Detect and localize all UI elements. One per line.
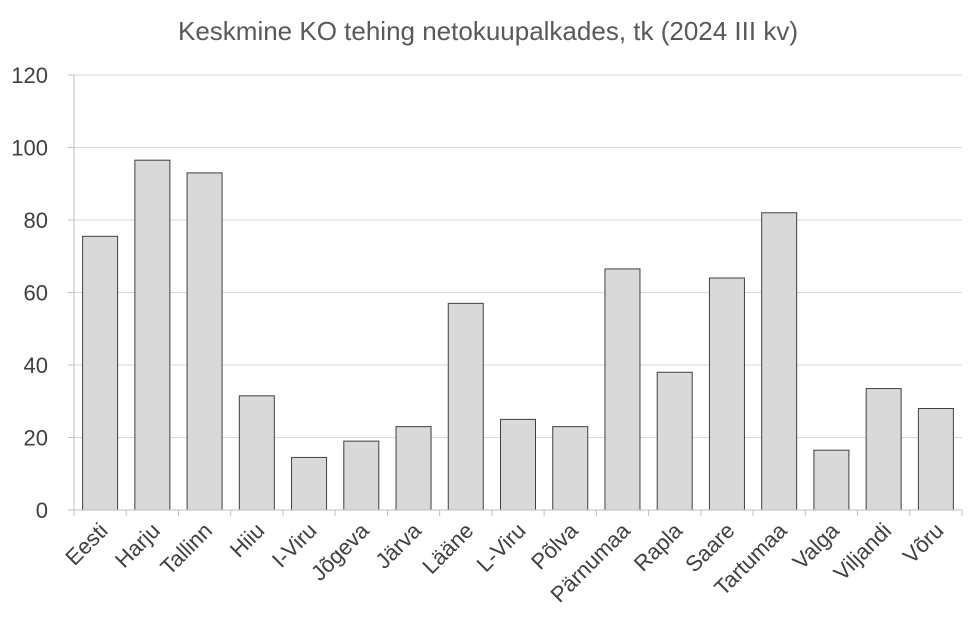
- x-tick-label: Järva: [370, 517, 426, 573]
- bar-eesti: [82, 235, 119, 511]
- y-tick-label: 60: [24, 281, 48, 306]
- bar-hiiu: [238, 395, 275, 511]
- bar-järva: [395, 426, 432, 511]
- x-tick-label: Võru: [898, 518, 949, 569]
- bar-põlva: [552, 426, 589, 511]
- bar-lääne: [447, 302, 484, 511]
- bar-l-viru: [500, 418, 536, 511]
- bars: [82, 159, 954, 511]
- x-tick-label: Viljandi: [829, 518, 897, 586]
- x-tick-label: Hiiu: [225, 518, 269, 562]
- bar-võru: [917, 408, 954, 511]
- y-tick-label: 0: [36, 498, 48, 523]
- bar-rapla: [656, 371, 693, 511]
- y-tick-label: 120: [11, 63, 48, 88]
- x-tick-label: Tallinn: [155, 518, 217, 580]
- x-tick-label: Eesti: [60, 518, 112, 570]
- bar-viljandi: [865, 388, 902, 511]
- y-tick-label: 80: [24, 208, 48, 233]
- bar-saare: [708, 277, 745, 511]
- y-tick-label: 20: [24, 426, 48, 451]
- bar-jõgeva: [343, 440, 380, 511]
- bar-harju: [134, 159, 171, 511]
- bar-i-viru: [291, 456, 328, 511]
- axes: [68, 74, 963, 516]
- x-tick-label: Jõgeva: [306, 517, 374, 585]
- y-tick-label: 100: [11, 136, 48, 161]
- y-tick-labels: 0 20 40 60 80 100 120: [11, 63, 48, 523]
- bar-pärnumaa: [604, 268, 641, 511]
- chart-title: Keskmine KO tehing netokuupalkades, tk (…: [178, 16, 798, 46]
- x-tick-label: L-Viru: [472, 518, 531, 577]
- x-tick-label: Rapla: [629, 517, 688, 576]
- bar-tartumaa: [761, 212, 798, 511]
- bar-tallinn: [186, 172, 223, 511]
- bar-valga: [813, 449, 850, 511]
- y-tick-label: 40: [24, 353, 48, 378]
- x-tick-label: Lääne: [417, 518, 478, 579]
